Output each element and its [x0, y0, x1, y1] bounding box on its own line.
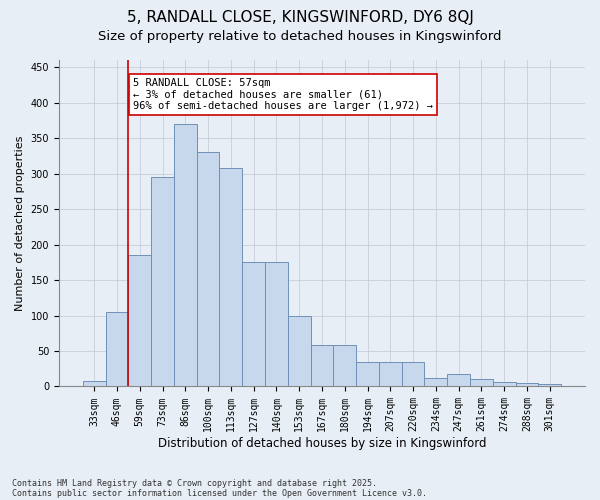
Bar: [311, 346, 334, 387]
Text: Size of property relative to detached houses in Kingswinford: Size of property relative to detached ho…: [98, 30, 502, 43]
Text: 5 RANDALL CLOSE: 57sqm
← 3% of detached houses are smaller (61)
96% of semi-deta: 5 RANDALL CLOSE: 57sqm ← 3% of detached …: [133, 78, 433, 111]
Bar: [265, 262, 288, 386]
Bar: [379, 362, 401, 386]
Bar: [401, 362, 424, 386]
Bar: [197, 152, 220, 386]
Bar: [242, 262, 265, 386]
Bar: [288, 316, 311, 386]
Bar: [493, 382, 515, 386]
Bar: [151, 177, 174, 386]
Bar: [128, 255, 151, 386]
Bar: [220, 168, 242, 386]
Bar: [447, 374, 470, 386]
Bar: [538, 384, 561, 386]
Bar: [470, 380, 493, 386]
Text: Contains public sector information licensed under the Open Government Licence v3: Contains public sector information licen…: [12, 488, 427, 498]
Bar: [356, 362, 379, 386]
Y-axis label: Number of detached properties: Number of detached properties: [15, 136, 25, 311]
Bar: [174, 124, 197, 386]
Bar: [334, 346, 356, 387]
Bar: [515, 383, 538, 386]
Text: Contains HM Land Registry data © Crown copyright and database right 2025.: Contains HM Land Registry data © Crown c…: [12, 478, 377, 488]
Bar: [106, 312, 128, 386]
Text: 5, RANDALL CLOSE, KINGSWINFORD, DY6 8QJ: 5, RANDALL CLOSE, KINGSWINFORD, DY6 8QJ: [127, 10, 473, 25]
Bar: [83, 381, 106, 386]
X-axis label: Distribution of detached houses by size in Kingswinford: Distribution of detached houses by size …: [158, 437, 486, 450]
Bar: [424, 378, 447, 386]
